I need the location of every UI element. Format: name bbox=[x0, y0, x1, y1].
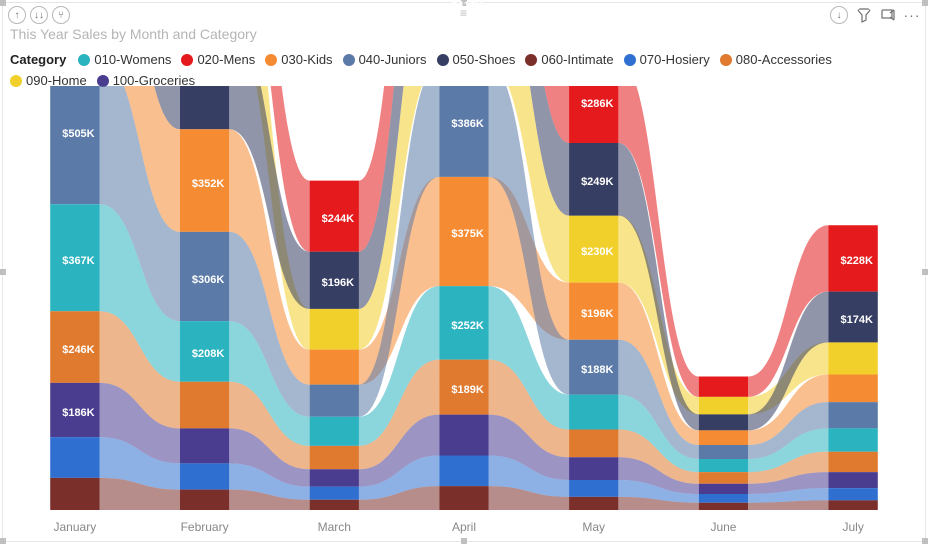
filter-icon[interactable] bbox=[856, 7, 872, 23]
legend-label: 030-Kids bbox=[281, 52, 332, 67]
x-axis-label: March bbox=[269, 520, 399, 534]
chart-title: This Year Sales by Month and Category bbox=[10, 26, 257, 42]
value-label: $252K bbox=[443, 314, 491, 338]
legend-swatch bbox=[525, 54, 537, 66]
legend-item-shoes[interactable]: 050-Shoes bbox=[437, 52, 516, 67]
more-options-icon[interactable]: ··· bbox=[904, 7, 920, 23]
value-label: $189K bbox=[443, 378, 491, 402]
legend-swatch bbox=[437, 54, 449, 66]
legend-label: 050-Shoes bbox=[453, 52, 516, 67]
value-label: $244K bbox=[314, 207, 362, 231]
value-label: $188K bbox=[573, 358, 621, 382]
value-label: $196K bbox=[573, 302, 621, 326]
value-label: $352K bbox=[184, 172, 232, 196]
visual-toolbar: ↓ ··· bbox=[830, 6, 920, 24]
legend-swatch bbox=[97, 75, 109, 87]
drill-toolbar: ↑ ↓↓ ⑂ bbox=[8, 6, 70, 24]
value-label: $367K bbox=[54, 249, 102, 273]
chart-area[interactable]: $765K$651K$638K$555K$505K$367K$246K$186K… bbox=[10, 86, 918, 510]
legend-label: 080-Accessories bbox=[736, 52, 832, 67]
legend: Category 010-Womens020-Mens030-Kids040-J… bbox=[10, 52, 918, 88]
x-axis: JanuaryFebruaryMarchAprilMayJuneJuly bbox=[10, 520, 918, 534]
value-label: $228K bbox=[832, 249, 880, 273]
drill-up-icon[interactable]: ↑ bbox=[8, 6, 26, 24]
x-axis-label: June bbox=[659, 520, 789, 534]
legend-swatch bbox=[10, 75, 22, 87]
x-axis-label: July bbox=[788, 520, 918, 534]
value-label: $174K bbox=[832, 308, 880, 332]
value-label: $246K bbox=[54, 338, 102, 362]
value-label: $230K bbox=[573, 240, 621, 264]
legend-item-juniors[interactable]: 040-Juniors bbox=[343, 52, 427, 67]
value-label: $186K bbox=[54, 401, 102, 425]
export-icon[interactable]: ↓ bbox=[830, 6, 848, 24]
value-label: $249K bbox=[573, 170, 621, 194]
value-label: $505K bbox=[54, 122, 102, 146]
legend-item-intimate[interactable]: 060-Intimate bbox=[525, 52, 613, 67]
value-label: $306K bbox=[184, 268, 232, 292]
x-axis-label: April bbox=[399, 520, 529, 534]
legend-label: 060-Intimate bbox=[541, 52, 613, 67]
legend-label: 010-Womens bbox=[94, 52, 171, 67]
x-axis-label: February bbox=[140, 520, 270, 534]
legend-swatch bbox=[343, 54, 355, 66]
value-label: $375K bbox=[443, 222, 491, 246]
value-label: $208K bbox=[184, 342, 232, 366]
legend-swatch bbox=[624, 54, 636, 66]
value-label: $386K bbox=[443, 112, 491, 136]
legend-swatch bbox=[720, 54, 732, 66]
x-axis-label: May bbox=[529, 520, 659, 534]
value-label: $286K bbox=[573, 92, 621, 116]
expand-all-icon[interactable]: ⑂ bbox=[52, 6, 70, 24]
value-label: $196K bbox=[314, 271, 362, 295]
drill-down-icon[interactable]: ↓↓ bbox=[30, 6, 48, 24]
legend-label: 040-Juniors bbox=[359, 52, 427, 67]
legend-item-kids[interactable]: 030-Kids bbox=[265, 52, 332, 67]
value-label: $419K bbox=[443, 0, 491, 18]
legend-item-womens[interactable]: 010-Womens bbox=[78, 52, 171, 67]
x-axis-label: January bbox=[10, 520, 140, 534]
legend-label: 070-Hosiery bbox=[640, 52, 710, 67]
legend-swatch bbox=[265, 54, 277, 66]
value-label: $388K bbox=[184, 64, 232, 88]
focus-mode-icon[interactable] bbox=[880, 7, 896, 23]
labels-layer: $765K$651K$638K$555K$505K$367K$246K$186K… bbox=[10, 86, 918, 510]
legend-title: Category bbox=[10, 52, 66, 67]
legend-item-accessories[interactable]: 080-Accessories bbox=[720, 52, 832, 67]
legend-swatch bbox=[78, 54, 90, 66]
legend-item-hosiery[interactable]: 070-Hosiery bbox=[624, 52, 710, 67]
